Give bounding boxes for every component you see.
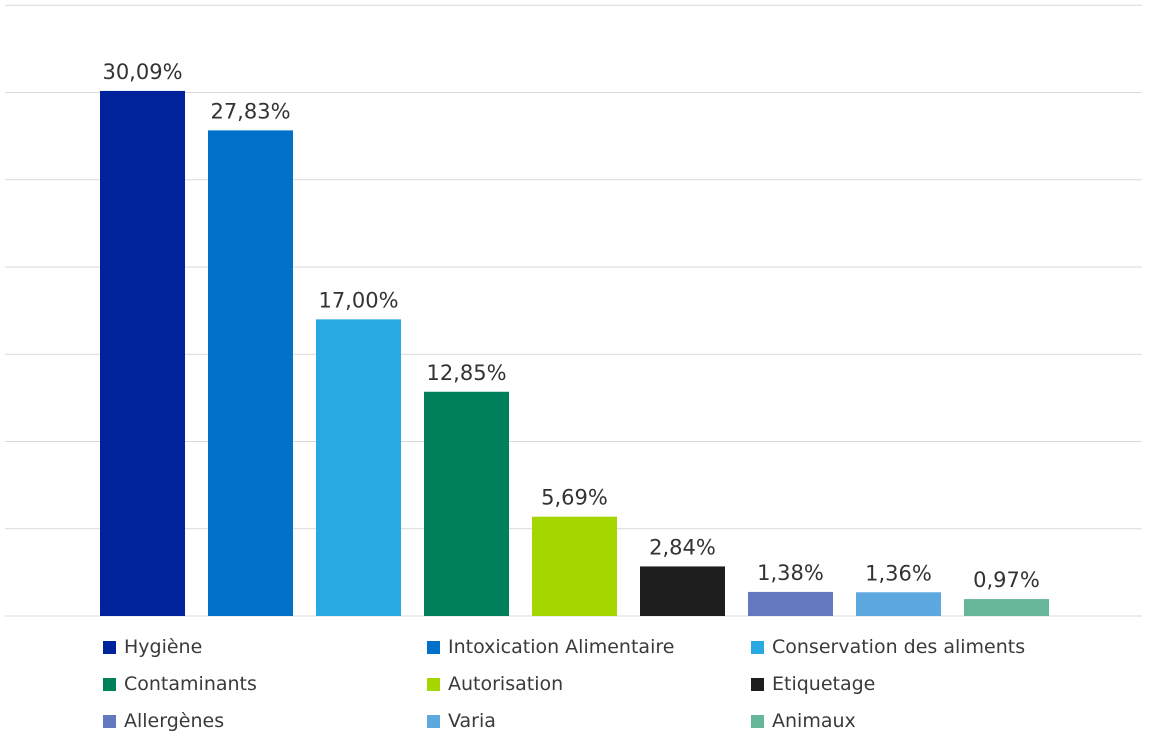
data-label-5: 5,69% (541, 486, 608, 510)
legend-swatch (103, 640, 116, 654)
bar-9 (964, 599, 1049, 616)
legend-label: Hygiène (124, 636, 203, 658)
legend-label: Animaux (772, 710, 856, 732)
legend-swatch (103, 714, 116, 728)
data-label-7: 1,38% (757, 561, 824, 585)
data-label-1: 30,09% (102, 60, 182, 84)
data-label-2: 27,83% (210, 99, 290, 123)
legend-label: Allergènes (124, 710, 225, 732)
bar-8 (856, 592, 941, 616)
data-label-4: 12,85% (426, 361, 506, 385)
data-label-9: 0,97% (973, 568, 1040, 592)
chart-legend: Hygiène Intoxication Alimentaire Conservat… (0, 630, 1150, 744)
legend-item-9: Animaux (751, 706, 856, 736)
bar-7 (748, 591, 833, 616)
bar-2 (208, 130, 293, 616)
legend-swatch (751, 677, 764, 691)
legend-label: Contaminants (124, 673, 257, 695)
data-label-6: 2,84% (649, 535, 716, 559)
legend-label: Etiquetage (772, 673, 876, 695)
legend-item-6: Etiquetage (751, 669, 875, 699)
legend-label: Conservation des aliments (772, 636, 1026, 658)
bar-4 (424, 391, 509, 616)
legend-item-2: Intoxication Alimentaire (427, 632, 674, 662)
data-label-3: 17,00% (318, 288, 398, 312)
legend-item-1: Hygiène (103, 632, 202, 662)
legend-swatch (427, 714, 440, 728)
legend-item-4: Contaminants (103, 669, 257, 699)
legend-swatch (427, 640, 440, 654)
legend-item-3: Conservation des aliments (751, 632, 1025, 662)
bar-3 (316, 319, 401, 616)
legend-item-5: Autorisation (427, 669, 563, 699)
legend-swatch (427, 677, 440, 691)
legend-label: Autorisation (448, 673, 564, 695)
legend-swatch (751, 640, 764, 654)
bar-6 (640, 566, 725, 616)
data-label-8: 1,36% (865, 561, 932, 585)
legend-item-8: Varia (427, 706, 496, 736)
chart-plot-area: 30,09% 27,83% 17,00% 12,85% 5,69% 2,84% 1,38% 1… (5, 4, 1142, 617)
bar-5 (532, 516, 617, 616)
legend-label: Intoxication Alimentaire (448, 636, 675, 658)
bar-1 (100, 90, 185, 616)
legend-label: Varia (448, 710, 496, 732)
legend-swatch (103, 677, 116, 691)
legend-swatch (751, 714, 764, 728)
legend-item-7: Allergènes (103, 706, 224, 736)
